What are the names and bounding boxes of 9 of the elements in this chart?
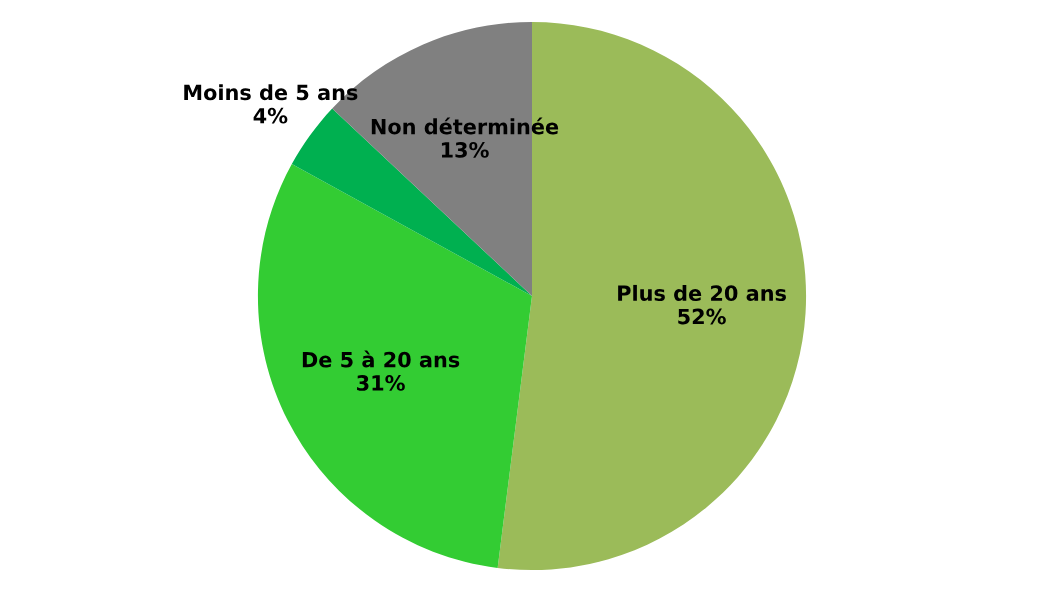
slice-label: Plus de 20 ans	[618, 284, 786, 302]
pie-slice	[257, 163, 532, 568]
data-label: 13%	[441, 142, 489, 158]
slice-label: Moins de 5 ans	[184, 84, 358, 101]
data-label: 31%	[357, 375, 405, 391]
data-label: 52%	[678, 308, 726, 325]
slice-label: Non déterminée	[371, 117, 559, 135]
slice-label: De 5 à 20 ans	[302, 350, 460, 368]
data-label: 4%	[253, 107, 288, 124]
